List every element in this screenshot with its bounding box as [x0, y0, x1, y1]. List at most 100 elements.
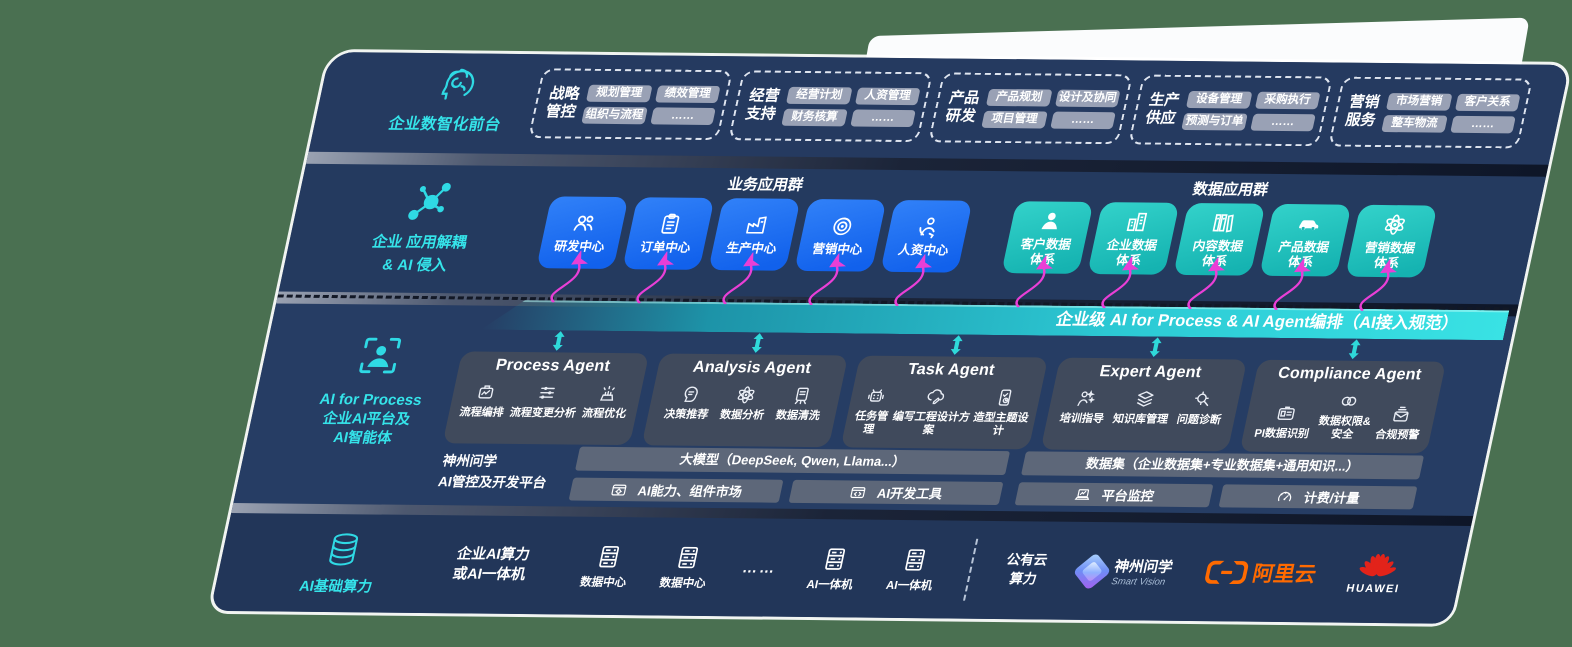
- chip: 项目管理: [981, 110, 1048, 128]
- building-icon: [1122, 209, 1152, 234]
- agent-item-label: 培训指导: [1058, 412, 1106, 426]
- agent-item-label: 流程优化: [580, 407, 628, 421]
- agent-item: PI数据识别: [1253, 402, 1315, 440]
- data-box-label: 客户数据 体系: [1019, 236, 1073, 267]
- link-rings-icon: [1336, 391, 1361, 412]
- agent-item: 流程编排: [458, 381, 510, 419]
- app-box-label: 营销中心: [810, 242, 864, 257]
- chip: 人资管理: [854, 87, 921, 105]
- node-label: AI一体机: [884, 579, 934, 592]
- agent-item-label: 数据清洗: [774, 409, 822, 423]
- dev-tools-icon: [848, 483, 870, 501]
- group-product-rd: 产品 研发 产品规划 设计及协同 项目管理 ……: [927, 72, 1133, 145]
- database-icon: [321, 531, 367, 569]
- cell-label: 平台监控: [1100, 488, 1156, 504]
- app-box-label: 人资中心: [896, 242, 950, 258]
- vendor-huawei: HUAWEI: [1345, 553, 1407, 595]
- chip: 客户关系: [1454, 93, 1521, 111]
- cell-platform-monitor: 平台监控: [1014, 482, 1214, 508]
- group-title: 战略 管控: [543, 85, 582, 121]
- atom-icon: [1380, 212, 1410, 237]
- agent-item: 知识库管理: [1111, 388, 1174, 426]
- agent-item: 造型主题设计: [967, 387, 1037, 438]
- server-icon: [819, 545, 852, 572]
- agent-item-label: 造型主题设计: [972, 411, 1030, 437]
- agent-title: Analysis Agent: [691, 358, 813, 378]
- server-icon: [672, 543, 705, 570]
- ellipsis: ……: [740, 558, 779, 577]
- layer-applications: 企业 应用解耦 & AI 侵入 业务应用群 数据应用群 研发中心 订单中心 生产…: [278, 163, 1546, 305]
- app-box-hr-center: 人资中心: [880, 199, 973, 273]
- vendor-name: HUAWEI: [1345, 582, 1401, 596]
- data-box-label: 产品数据 体系: [1277, 239, 1331, 269]
- node-datacenter: 数据中心: [579, 542, 635, 589]
- platform-strip: 大模型（DeepSeek, Qwen, Llama...） AI能力、组件市场 …: [568, 446, 1425, 510]
- molecule-icon: [399, 177, 457, 225]
- agent-item: 编写工程设计方案: [887, 386, 977, 437]
- agent-item: 决策推荐: [663, 384, 715, 422]
- hr-person-icon: [913, 214, 943, 239]
- node-ai-appliance: AI一体机: [805, 545, 861, 592]
- group-strategy-control: 战略 管控 规划管理 绩效管理 组织与流程 ……: [528, 68, 733, 141]
- data-box-enterprise: 企业数据 体系: [1087, 202, 1180, 275]
- agent-item: 问题诊断: [1175, 389, 1227, 427]
- cloud-edit-icon: [923, 386, 948, 407]
- id-card-icon: [1273, 403, 1298, 424]
- group-title: 产品 研发: [943, 89, 982, 125]
- agent-card-expert: Expert Agent 培训指导 知识库管理 问题诊断: [1040, 357, 1248, 452]
- group-title: 生产 供应: [1143, 91, 1182, 127]
- chip: 市场营销: [1386, 92, 1453, 111]
- agent-item-label: PI数据识别: [1253, 427, 1311, 440]
- business-app-row: 研发中心 订单中心 生产中心 营销中心 人资中心: [536, 196, 973, 273]
- data-box-content: 内容数据 体系: [1173, 202, 1266, 276]
- data-app-row: 客户数据 体系 企业数据 体系 内容数据 体系 产品数据 体系 营销数据 体系: [1001, 201, 1438, 278]
- chip: 规划管理: [586, 84, 653, 102]
- agent-item-label: 知识库管理: [1111, 413, 1170, 426]
- model-bar: 大模型（DeepSeek, Qwen, Llama...）: [574, 446, 1011, 476]
- app-box-order-center: 订单中心: [622, 197, 715, 270]
- app-layer-caption: 企业 应用解耦 & AI 侵入: [322, 176, 523, 278]
- chip: 采购执行: [1254, 91, 1321, 109]
- car-icon: [1294, 211, 1324, 236]
- enterprise-compute-label: 企业AI算力 或AI一体机: [451, 546, 532, 584]
- agent-card-task: Task Agent 任务管理 编写工程设计方案 造型主题设计: [840, 355, 1048, 450]
- ai-platform-caption: AI for Process 企业AI平台及 AI智能体: [275, 332, 470, 449]
- node-ai-appliance: AI一体机: [885, 545, 941, 592]
- group-production-supply: 生产 供应 设备管理 采购执行 预测与订单 ……: [1127, 74, 1333, 147]
- library-icon: [1208, 210, 1238, 235]
- infra-label: AI基础算力: [297, 578, 374, 595]
- scan-person-icon: [352, 332, 408, 378]
- agent-title: Task Agent: [906, 361, 997, 379]
- vendor-subtitle: Smart Vision: [1110, 576, 1167, 588]
- agent-card-analysis: Analysis Agent 决策推荐 数据分析 数据清洗: [641, 353, 849, 448]
- agent-item: 数据清洗: [774, 385, 826, 423]
- app-box-marketing-center: 营销中心: [794, 199, 887, 272]
- app-box-production-center: 生产中心: [708, 198, 801, 271]
- module-market-icon: [608, 480, 630, 498]
- dataset-bar: 数据集（企业数据集+专业数据集+通用知识...）: [1020, 451, 1425, 480]
- ai-for-process-label: AI for Process: [317, 390, 424, 409]
- celebration-icon: [596, 383, 621, 404]
- agent-item: 培训指导: [1058, 388, 1110, 426]
- agent-item-label: 流程变更分析: [508, 406, 578, 420]
- agent-item-label: 数据权限& 安全: [1317, 415, 1373, 441]
- agent-item: 流程变更分析: [508, 382, 582, 420]
- agent-title: Process Agent: [494, 356, 612, 375]
- factory-icon: [741, 212, 771, 237]
- chip: 整车物流: [1381, 114, 1448, 133]
- ai-platform-label: 企业AI平台及 AI智能体: [321, 410, 412, 447]
- vendor-name: 阿里云: [1250, 562, 1319, 587]
- agent-card-process: Process Agent 流程编排 流程变更分析 流程优化: [442, 351, 650, 446]
- agent-title: Compliance Agent: [1276, 364, 1424, 384]
- doc-clean-icon: [789, 385, 814, 406]
- agent-item-label: 合规预警: [1373, 428, 1421, 442]
- huawei-petal-logo: [1355, 553, 1401, 581]
- node-label: 数据中心: [658, 576, 707, 590]
- data-box-product: 产品数据 体系: [1259, 203, 1352, 277]
- layers-icon: [1132, 388, 1157, 409]
- node-label: 数据中心: [578, 576, 628, 589]
- gauge-icon: [1274, 487, 1296, 505]
- chip-more: ……: [849, 108, 916, 127]
- agent-item-label: 任务管理: [853, 410, 890, 436]
